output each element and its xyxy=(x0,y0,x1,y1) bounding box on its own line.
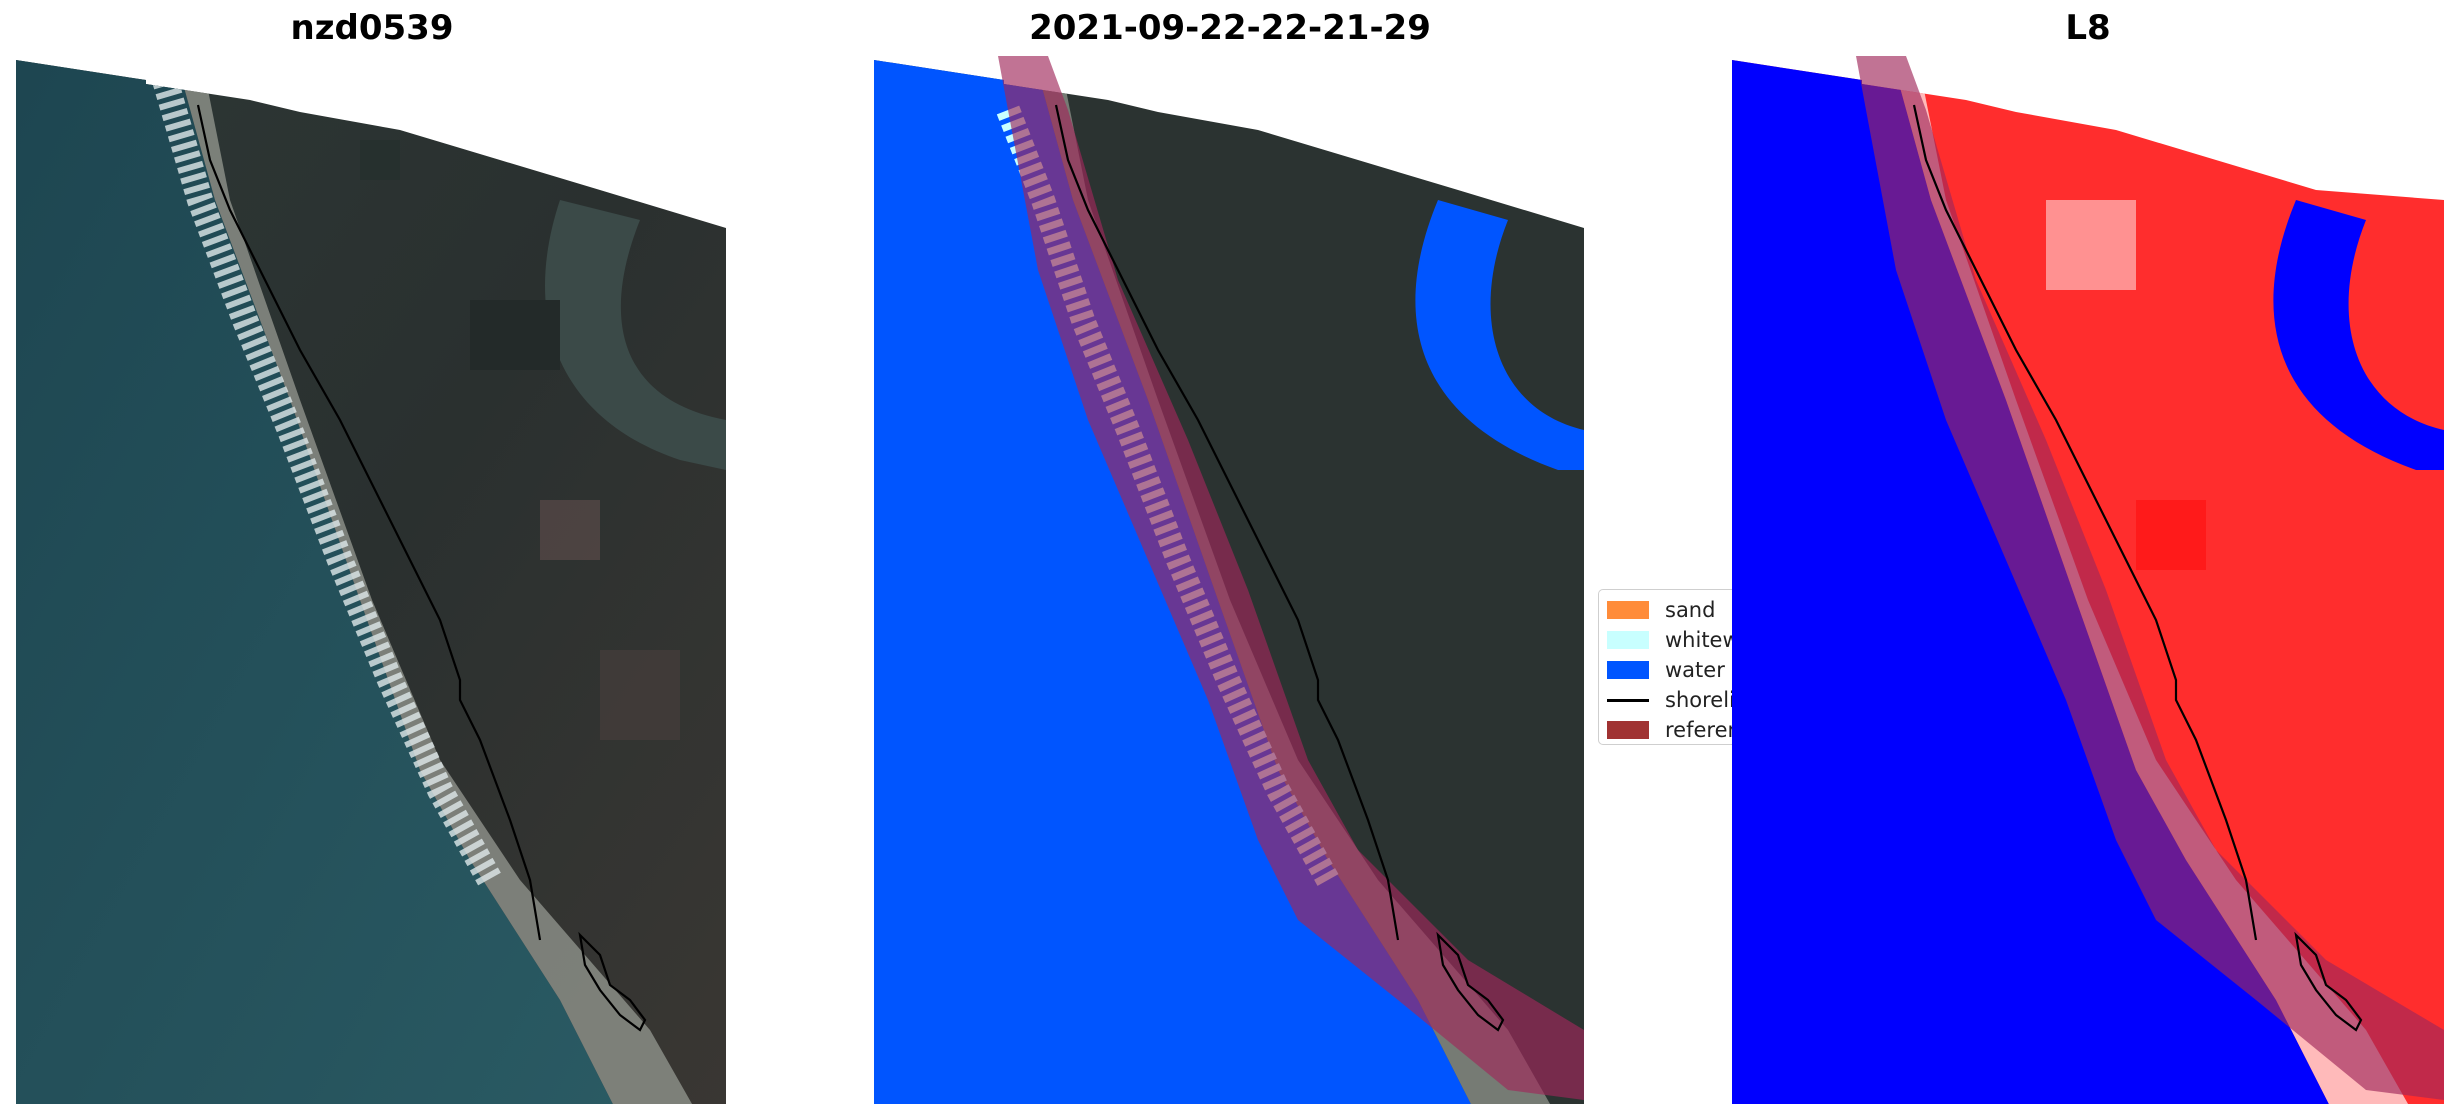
legend-item-water: water xyxy=(1599,655,1732,685)
legend-swatch xyxy=(1607,661,1649,679)
panel-title-image: nzd0539 xyxy=(290,8,454,48)
panel-title-classified: 2021-09-22-22-21-29 xyxy=(1029,8,1431,48)
legend-swatch xyxy=(1607,698,1649,702)
index-image-panel xyxy=(1732,56,2444,1104)
legend-item-shoreline: shoreline xyxy=(1599,685,1732,715)
legend-swatch xyxy=(1607,601,1649,619)
legend-swatch xyxy=(1607,721,1649,739)
rgb-image-panel xyxy=(16,60,726,1104)
reference-buffer xyxy=(998,56,1584,1100)
legend-swatch xyxy=(1607,631,1649,649)
legend-item-sand: sand xyxy=(1599,595,1732,625)
legend-item-reference: reference shoreline buffer xyxy=(1599,715,1732,744)
classified-image-panel xyxy=(874,56,1584,1104)
panel-title-index: L8 xyxy=(2065,8,2111,48)
